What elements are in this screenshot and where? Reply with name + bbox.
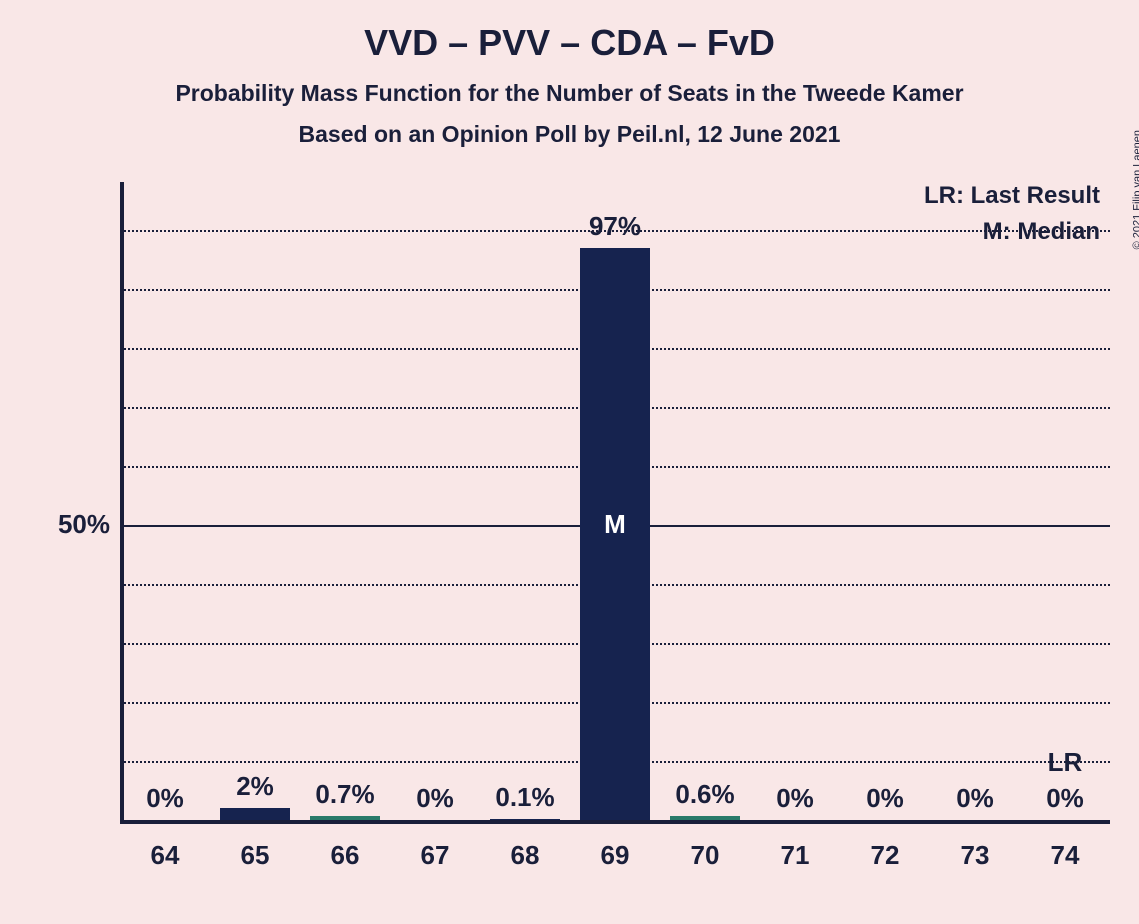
chart-title: VVD – PVV – CDA – FvD	[0, 0, 1139, 64]
bar-value-label: 0.1%	[495, 782, 554, 813]
legend-last-result: LR: Last Result	[924, 182, 1100, 210]
y-axis	[120, 182, 124, 820]
x-axis-tick: 73	[961, 840, 990, 871]
x-axis-tick: 72	[871, 840, 900, 871]
bar-value-label: 0%	[1046, 783, 1084, 814]
x-axis-tick: 68	[511, 840, 540, 871]
x-axis-tick: 70	[691, 840, 720, 871]
bar-value-label: 0%	[146, 783, 184, 814]
bar-value-label: 0%	[866, 783, 904, 814]
bar-value-label: 0%	[956, 783, 994, 814]
x-axis-tick: 65	[241, 840, 270, 871]
bar	[490, 819, 560, 820]
chart-plot-area: 50%0%642%650.7%660%670.1%6897%69M0.6%700…	[120, 230, 1110, 820]
x-axis-tick: 74	[1051, 840, 1080, 871]
last-result-marker: LR	[1048, 747, 1083, 778]
bar-value-label: 0%	[416, 783, 454, 814]
chart-subtitle-2: Based on an Opinion Poll by Peil.nl, 12 …	[0, 107, 1139, 148]
y-axis-label: 50%	[30, 509, 110, 540]
bar	[310, 816, 380, 820]
copyright-text: © 2021 Filip van Laenen	[1131, 130, 1139, 249]
x-axis-tick: 67	[421, 840, 450, 871]
bar-value-label: 2%	[236, 771, 274, 802]
x-axis-tick: 66	[331, 840, 360, 871]
bar-value-label: 0%	[776, 783, 814, 814]
x-axis-tick: 69	[601, 840, 630, 871]
bar-value-label: 0.6%	[675, 779, 734, 810]
bar-value-label: 97%	[589, 211, 641, 242]
bar	[220, 808, 290, 820]
bar-value-label: 0.7%	[315, 779, 374, 810]
legend-median: M: Median	[983, 218, 1100, 246]
chart-subtitle-1: Probability Mass Function for the Number…	[0, 64, 1139, 107]
x-axis	[120, 820, 1110, 824]
median-marker: M	[604, 509, 626, 540]
x-axis-tick: 71	[781, 840, 810, 871]
bar	[670, 816, 740, 820]
x-axis-tick: 64	[151, 840, 180, 871]
